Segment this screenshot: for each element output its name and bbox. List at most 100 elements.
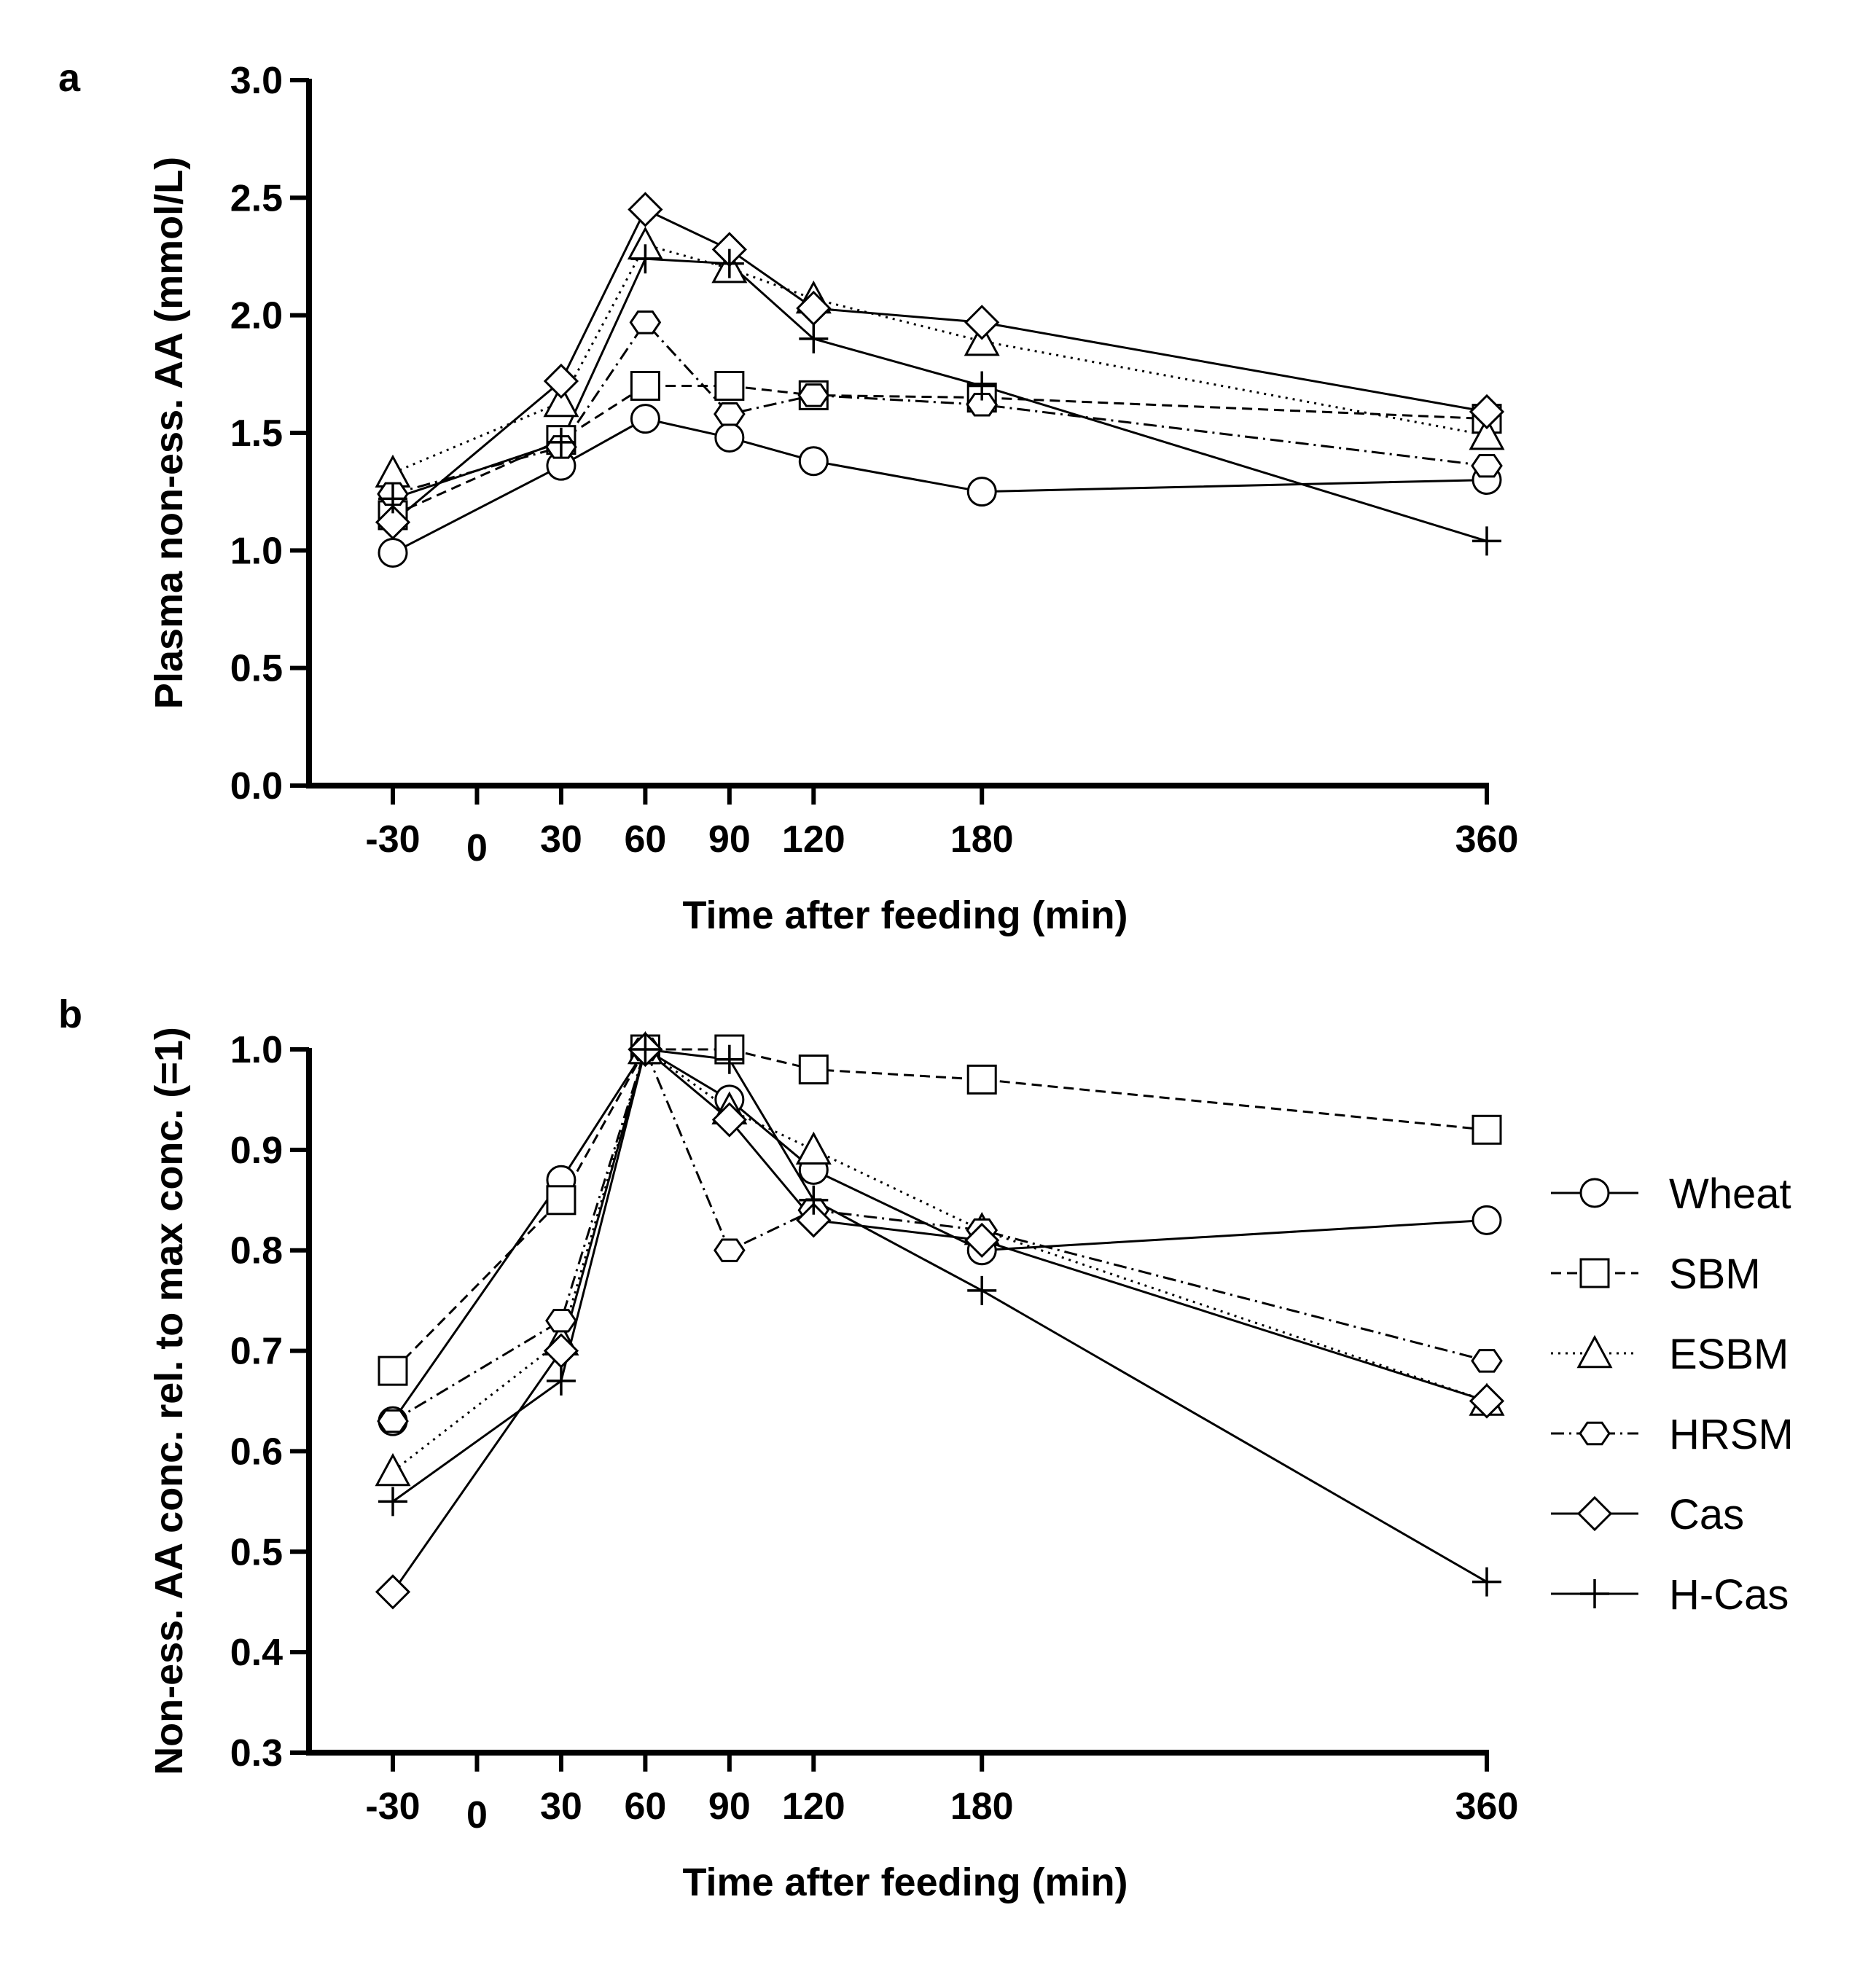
data-point-sbm	[714, 370, 745, 401]
data-point-sbm	[966, 1064, 997, 1095]
y-tick-label: 0.3	[230, 1732, 283, 1775]
y-tick-label: 1.0	[230, 1029, 283, 1071]
y-tick-label: 0.4	[230, 1632, 283, 1674]
data-point-cas	[796, 290, 832, 326]
data-point-cas	[1469, 394, 1505, 430]
data-point-hrsm	[1471, 453, 1503, 478]
data-point-hrsm	[377, 1409, 409, 1433]
panel-b-chart: b 0.3 0.4 0.5 0.6 0.7 0.8 0.9 1.0 -30 0 30 60 90 120 1…	[58, 993, 1518, 1904]
data-point-h-cas	[546, 1366, 576, 1396]
data-point-cas	[543, 363, 579, 399]
y-axis-title: Non-ess. AA conc. rel. to max conc. (=1)	[147, 1027, 191, 1775]
x-tick-label: 360	[1455, 818, 1519, 861]
data-point-h-cas	[546, 427, 576, 457]
data-point-h-cas	[1472, 526, 1501, 556]
data-point-hrsm	[545, 1308, 577, 1333]
x-tick-label: 0	[466, 827, 488, 869]
x-axis-title: Time after feeding (min)	[682, 1861, 1127, 1904]
y-tick-label: 0.5	[230, 1531, 283, 1573]
x-axis-title: Time after feeding (min)	[682, 893, 1127, 937]
data-point-cas	[628, 192, 663, 227]
data-point-wheat	[1472, 1205, 1502, 1235]
panel-a-chart: a 0.0 0.5 1.0 1.5 2.0 2.5 3.0 -30 0 30 60 90 120 180 3…	[58, 56, 1518, 937]
legend-marker-cas	[1576, 1495, 1613, 1532]
x-tick-label: 30	[540, 818, 582, 861]
data-point-wheat	[798, 446, 829, 477]
data-point-hrsm	[1471, 1349, 1503, 1373]
data-point-h-cas	[630, 244, 660, 274]
x-tick-label: -30	[365, 1785, 420, 1828]
legend-label-wheat: Wheat	[1669, 1170, 1791, 1218]
data-point-h-cas	[714, 249, 744, 278]
y-tick-label: 0.0	[230, 765, 283, 807]
data-point-h-cas	[714, 1044, 744, 1074]
data-point-cas	[964, 1222, 1000, 1259]
data-point-h-cas	[1472, 1567, 1501, 1597]
data-point-cas	[711, 1102, 747, 1138]
data-point-h-cas	[967, 1275, 997, 1305]
data-point-esbm	[375, 1452, 411, 1487]
legend-label-hrsm: HRSM	[1669, 1411, 1794, 1458]
legend-label-esbm: ESBM	[1669, 1331, 1789, 1378]
data-point-h-cas	[799, 1185, 829, 1215]
data-point-h-cas	[378, 484, 407, 514]
data-point-wheat	[630, 404, 660, 434]
legend-marker-h-cas	[1580, 1579, 1609, 1608]
data-point-sbm	[630, 370, 660, 401]
y-tick-label: 0.7	[230, 1331, 283, 1373]
y-tick-label: 1.5	[230, 412, 283, 455]
data-point-esbm	[1469, 417, 1505, 450]
data-point-cas	[796, 1202, 832, 1238]
x-tick-label: 180	[950, 1785, 1014, 1828]
data-point-hrsm	[966, 393, 998, 417]
data-point-cas	[1469, 1383, 1505, 1419]
y-tick-label: 1.0	[230, 530, 283, 572]
legend-marker-wheat	[1579, 1178, 1610, 1208]
data-point-cas	[375, 1574, 411, 1610]
data-point-h-cas	[967, 371, 997, 401]
y-tick-label: 2.0	[230, 295, 283, 337]
y-tick-label: 2.5	[230, 177, 283, 219]
y-tick-label: 0.6	[230, 1431, 283, 1473]
y-tick-label: 0.5	[230, 648, 283, 690]
data-point-sbm	[798, 1055, 829, 1085]
x-tick-label: 120	[782, 818, 845, 861]
legend-label-sbm: SBM	[1669, 1251, 1761, 1298]
data-point-esbm	[543, 383, 579, 418]
panel-b-letter: b	[58, 993, 82, 1036]
data-point-sbm	[1472, 1114, 1502, 1145]
y-tick-label: 0.8	[230, 1230, 283, 1272]
y-tick-label: 3.0	[230, 60, 283, 102]
y-axis-title: Plasma non-ess. AA (mmol/L)	[147, 157, 191, 709]
data-point-hrsm	[714, 402, 746, 426]
data-point-esbm	[375, 454, 411, 488]
data-point-cas	[964, 305, 1000, 340]
legend-label-h-cas: H-Cas	[1669, 1571, 1789, 1619]
x-tick-label: 120	[782, 1785, 845, 1828]
x-tick-label: 60	[624, 1785, 666, 1828]
x-tick-label: 30	[540, 1785, 582, 1828]
data-point-esbm	[795, 1131, 832, 1165]
x-tick-label: 90	[708, 818, 751, 861]
data-point-hrsm	[629, 310, 662, 334]
legend-marker-hrsm	[1579, 1421, 1611, 1446]
x-tick-label: -30	[365, 818, 420, 861]
data-point-h-cas	[799, 324, 829, 353]
legend-label-cas: Cas	[1669, 1491, 1744, 1538]
x-tick-label: 60	[624, 818, 666, 861]
data-point-h-cas	[630, 1035, 660, 1064]
data-point-h-cas	[378, 1487, 407, 1517]
data-point-wheat	[966, 477, 997, 507]
data-point-hrsm	[714, 1238, 746, 1262]
data-point-esbm	[964, 323, 1000, 356]
data-point-sbm	[546, 1185, 577, 1216]
y-tick-label: 0.9	[230, 1130, 283, 1172]
data-point-cas	[375, 504, 411, 540]
legend: Wheat SBM ESBM HRSM Cas H-Cas	[1551, 1170, 1794, 1619]
data-point-wheat	[378, 538, 408, 568]
x-tick-label: 180	[950, 818, 1014, 861]
x-tick-label: 0	[466, 1794, 488, 1836]
data-point-hrsm	[797, 383, 830, 407]
legend-marker-sbm	[1579, 1258, 1610, 1288]
